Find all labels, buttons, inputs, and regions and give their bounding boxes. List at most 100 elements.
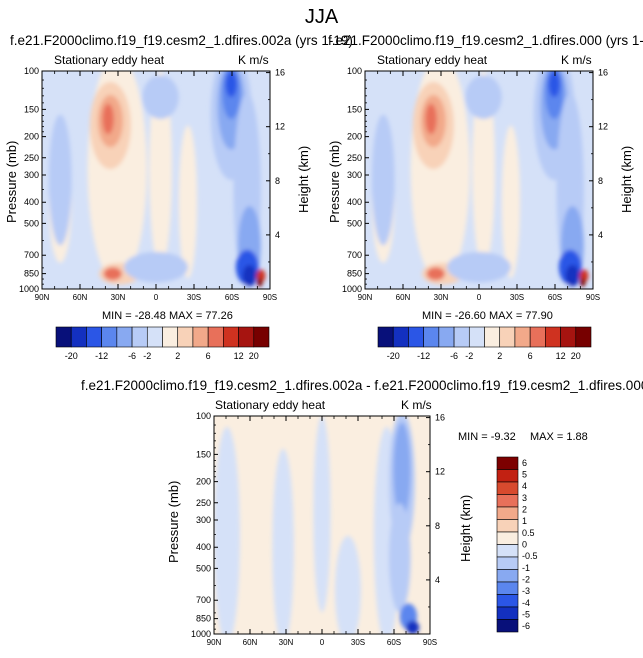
- x-tick-label: 30N: [279, 638, 294, 647]
- colorbar-label: 2: [175, 351, 180, 361]
- colorbar-swatch: [545, 326, 561, 348]
- panel-1-units: K m/s: [238, 53, 269, 67]
- x-tick-label: 60S: [225, 293, 239, 302]
- diff-cool-region: [388, 503, 411, 613]
- colorbar-label: 3: [522, 493, 527, 503]
- colorbar-swatch: [438, 326, 455, 348]
- y-tick-label: 200: [196, 477, 211, 487]
- colorbar-swatch: [131, 326, 148, 348]
- colorbar-label: 0: [522, 540, 527, 550]
- field-cool-region: [48, 114, 72, 246]
- y-tick-label: 700: [347, 250, 362, 260]
- x-tick-label: 60S: [387, 638, 401, 647]
- colorbar-label: 12: [556, 351, 566, 361]
- field-warm-region: [425, 103, 437, 135]
- panel-3-title: f.e21.F2000climo.f19_f19.cesm2_1.dfires.…: [81, 378, 643, 393]
- y-tick-label: 150: [196, 449, 211, 459]
- y-tick-label: 1000: [19, 284, 39, 294]
- field-cool-region: [371, 114, 395, 246]
- y-tick-label: 100: [347, 66, 362, 76]
- field-warm-region: [426, 267, 445, 281]
- y-tick-label: 850: [196, 614, 211, 624]
- page-title: JJA: [304, 6, 339, 28]
- colorbar-swatch: [575, 326, 592, 348]
- colorbar-swatch: [468, 326, 485, 348]
- y-tick-label: 150: [24, 104, 39, 114]
- x-tick-label: 60N: [73, 293, 88, 302]
- field-warm-region: [580, 278, 586, 287]
- colorbar-swatch: [146, 326, 163, 348]
- colorbar-swatch: [238, 326, 255, 348]
- colorbar-swatch: [496, 594, 519, 608]
- colorbar-label: -1: [522, 563, 530, 573]
- field-warm-region: [257, 278, 263, 287]
- field-cool-region: [447, 251, 511, 283]
- panel-1-subtitle: Stationary eddy heat: [54, 53, 165, 67]
- colorbar-label: -2: [465, 351, 473, 361]
- colorbar-swatch: [253, 326, 270, 348]
- y-tick-label: 100: [24, 66, 39, 76]
- colorbar-swatch: [162, 326, 179, 348]
- colorbar-label: -12: [417, 351, 430, 361]
- colorbar-label: 6: [528, 351, 533, 361]
- colorbar-label: -6: [522, 621, 530, 631]
- colorbar-swatch: [177, 326, 194, 348]
- colorbar-label: 20: [571, 351, 581, 361]
- colorbar-label: 4: [522, 481, 527, 491]
- colorbar-swatch: [496, 544, 519, 558]
- panel-2-title: f.e21.F2000climo.f19_f19.cesm2_1.dfires.…: [328, 33, 643, 48]
- x-tick-label: 90N: [207, 638, 222, 647]
- diff-cool-region: [393, 422, 411, 519]
- colorbar-label: -6: [128, 351, 136, 361]
- y2-tick-label: 16: [598, 68, 608, 78]
- y-tick-label: 850: [24, 269, 39, 279]
- colorbar-swatch: [377, 326, 394, 348]
- panel-1-minmax: MIN = -28.48 MAX = 77.26: [102, 310, 233, 322]
- colorbar-swatch: [496, 606, 519, 620]
- x-tick-label: 90S: [423, 638, 437, 647]
- y2-tick-label: 16: [275, 68, 285, 78]
- colorbar-swatch: [496, 556, 519, 570]
- diff-cool-region: [406, 620, 420, 634]
- colorbar-label: -2: [143, 351, 151, 361]
- field-cool-region: [142, 75, 179, 119]
- y-tick-label: 700: [24, 250, 39, 260]
- field-cool-region: [225, 71, 237, 98]
- y-tick-label: 850: [347, 269, 362, 279]
- colorbar-label: 2: [522, 505, 527, 515]
- colorbar-swatch: [496, 531, 519, 545]
- panel-2-subtitle: Stationary eddy heat: [377, 53, 488, 67]
- y-tick-label: 300: [24, 170, 39, 180]
- panel-2-units: K m/s: [561, 53, 592, 67]
- colorbar-label: 6: [206, 351, 211, 361]
- colorbar-swatch: [484, 326, 501, 348]
- y2-tick-label: 8: [275, 176, 280, 186]
- field-warm-region: [178, 125, 198, 279]
- panel-2-colorbar: -20 -12 -6 -2 2 6 12 20: [377, 326, 592, 361]
- colorbar-swatch: [496, 581, 519, 595]
- colorbar-swatch: [101, 326, 118, 348]
- colorbar-label: -6: [450, 351, 458, 361]
- colorbar-swatch: [55, 326, 72, 348]
- colorbar-swatch: [192, 326, 209, 348]
- x-tick-label: 90S: [263, 293, 277, 302]
- field-cool-region: [465, 75, 502, 119]
- diff-cool-region: [334, 535, 361, 634]
- colorbar-swatch: [207, 326, 224, 348]
- y-tick-label: 1000: [191, 629, 211, 639]
- x-tick-label: 60N: [396, 293, 411, 302]
- panel-3-plot: 100 150 200 250 300 400 500 700 850 1000 4 8 12 16 90N…: [191, 411, 445, 647]
- y-tick-label: 300: [196, 515, 211, 525]
- colorbar-label: 20: [249, 351, 259, 361]
- colorbar-label: 5: [522, 470, 527, 480]
- field-cool-region: [124, 251, 188, 283]
- colorbar-swatch: [499, 326, 516, 348]
- y-tick-label: 100: [196, 411, 211, 421]
- colorbar-swatch: [514, 326, 531, 348]
- y-tick-label: 300: [347, 170, 362, 180]
- x-tick-label: 0: [477, 293, 482, 302]
- colorbar-label: -20: [65, 351, 78, 361]
- x-tick-label: 30S: [187, 293, 201, 302]
- y-tick-label: 250: [196, 498, 211, 508]
- colorbar-label: -0.5: [522, 551, 538, 561]
